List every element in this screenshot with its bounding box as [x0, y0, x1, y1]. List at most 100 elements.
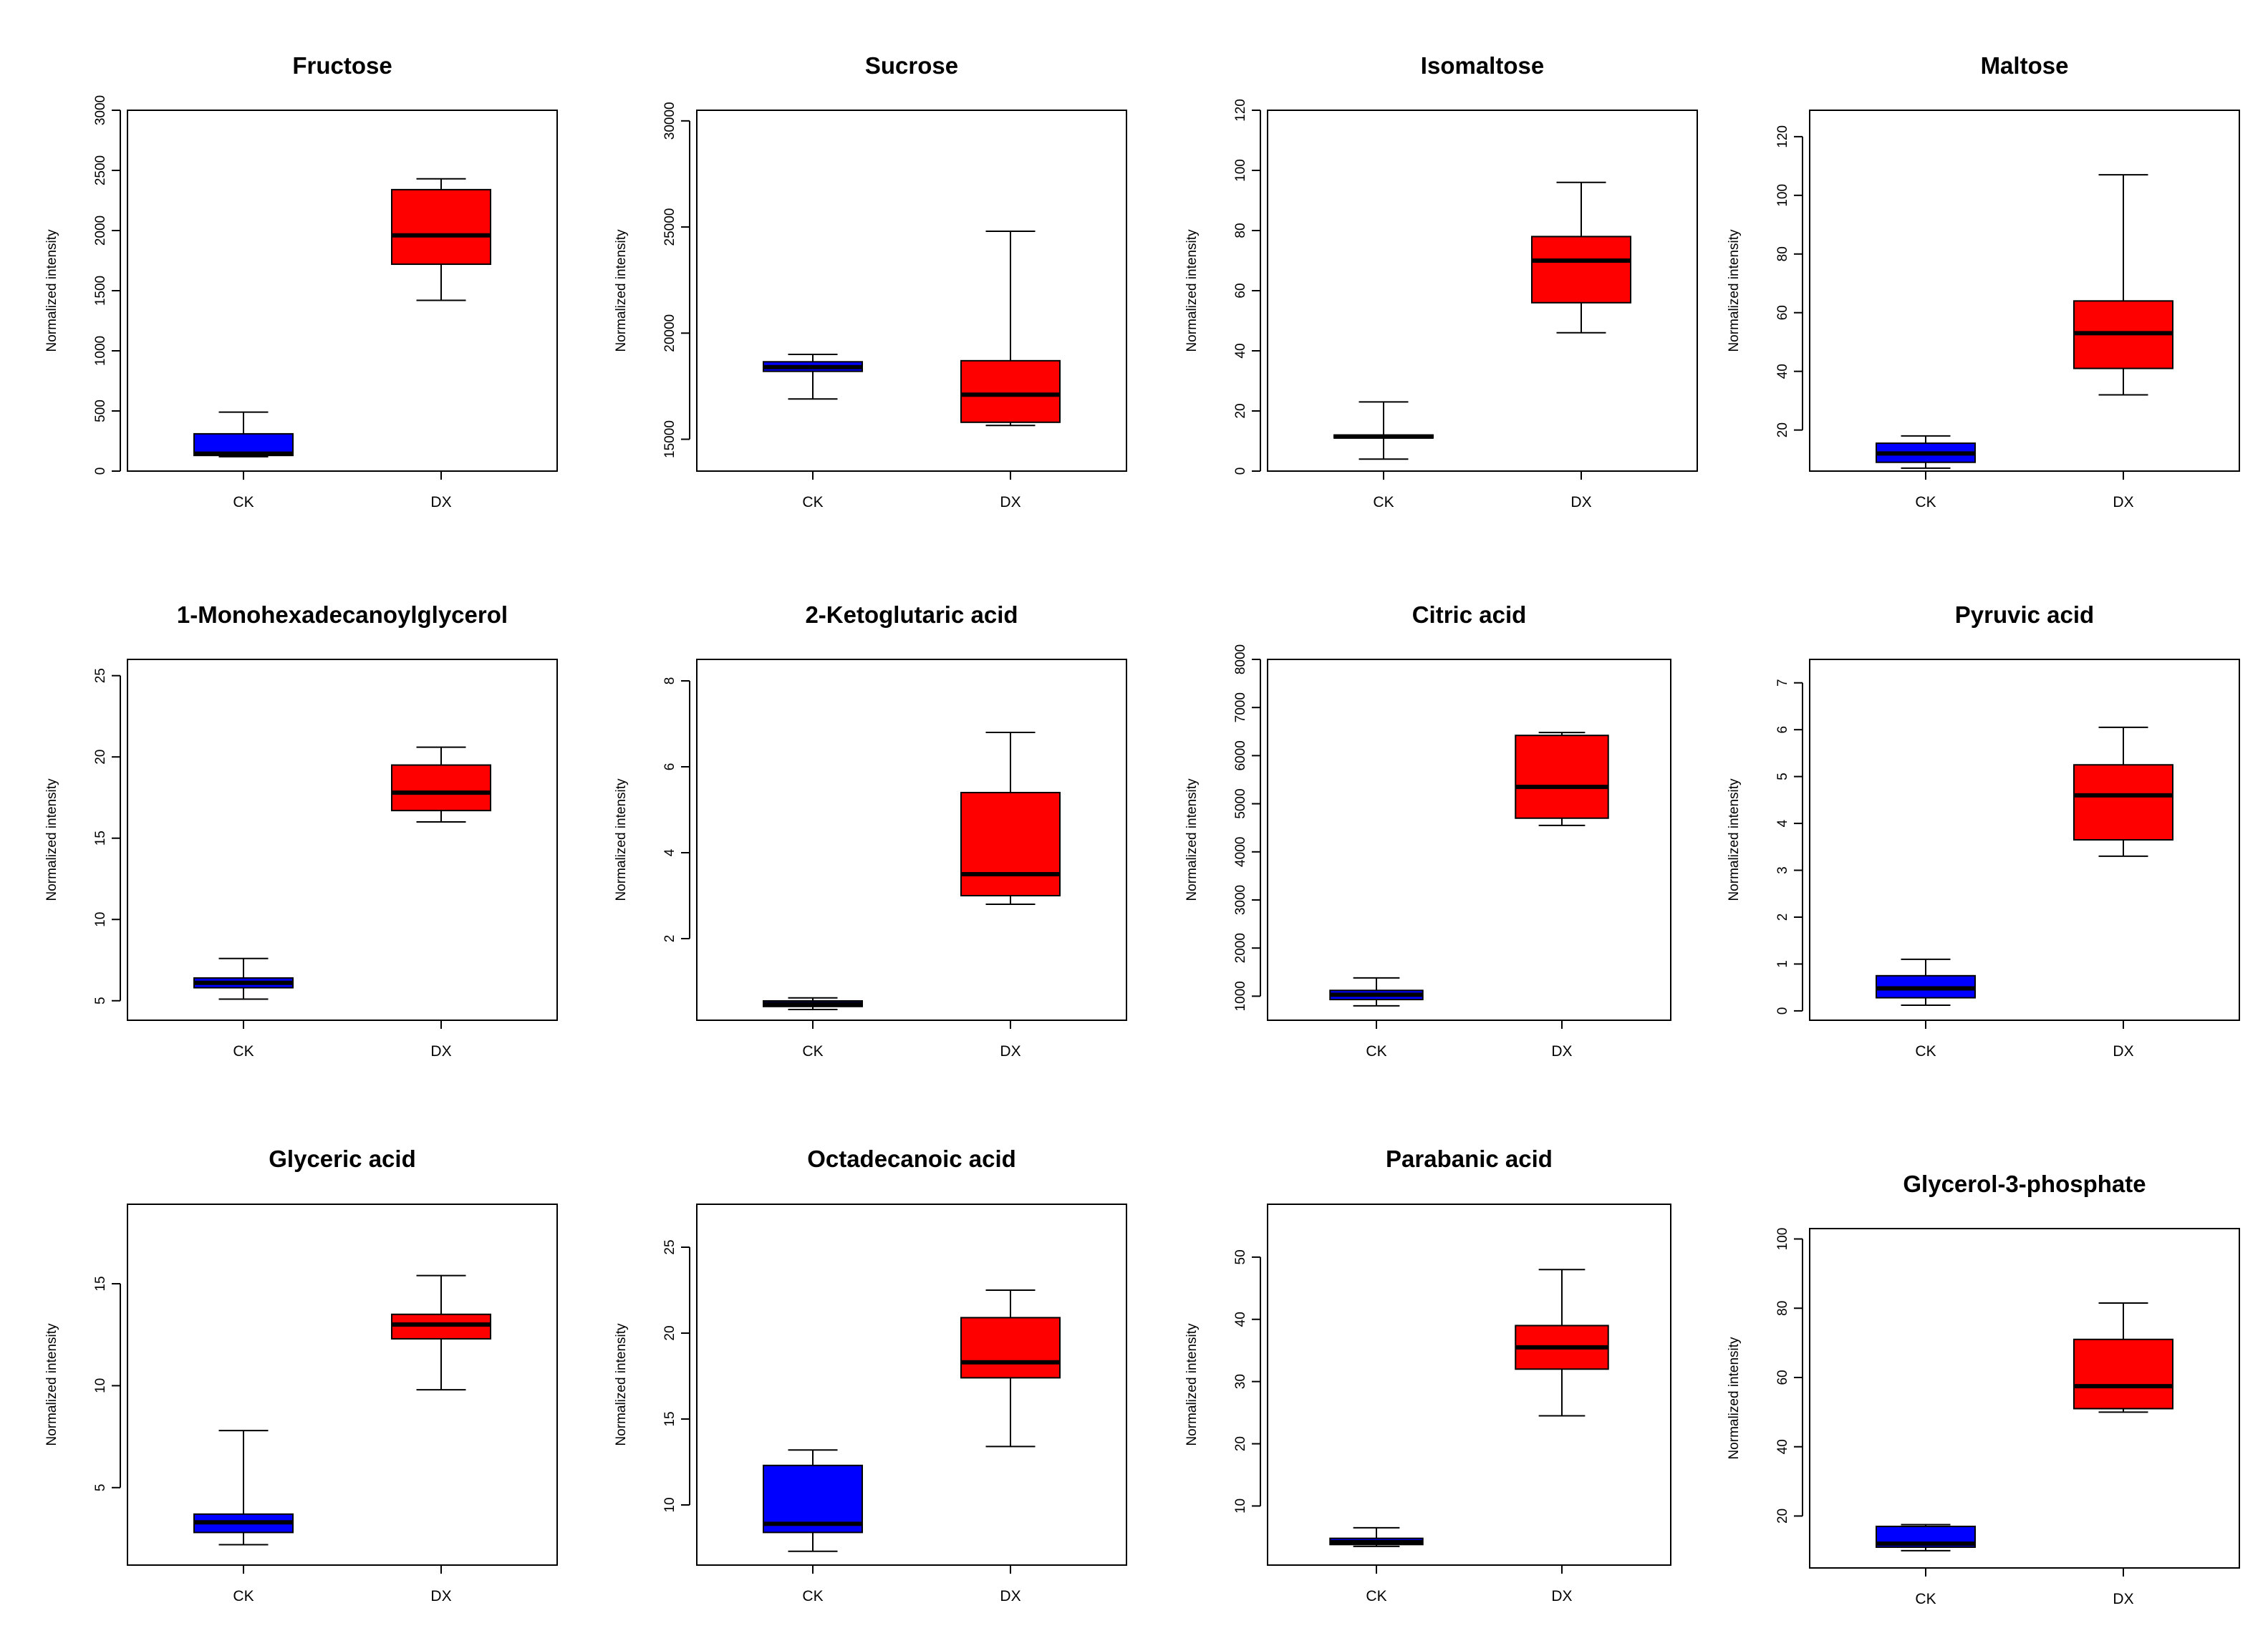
panel-title: Isomaltose	[1421, 52, 1544, 79]
y-tick-label: 20000	[662, 314, 677, 352]
y-tick-label: 25	[662, 1239, 677, 1254]
y-tick-label: 6	[662, 763, 677, 771]
box-ck	[193, 1430, 294, 1546]
panel-title: Glycerol-3-phosphate	[1903, 1171, 2146, 1197]
y-tick-label: 4	[1775, 819, 1790, 827]
box-dx	[2073, 726, 2173, 857]
iqr-box	[960, 359, 1061, 423]
box-ck	[193, 411, 294, 457]
y-tick-label: 60	[1775, 305, 1790, 320]
iqr-box	[2073, 764, 2173, 841]
plot-panel-12: Glycerol-3-phosphate 20 40 60 80 100 Normalize…	[1727, 1171, 2240, 1607]
plot-frame	[1809, 110, 2240, 472]
box-ck	[1329, 977, 1424, 1007]
y-tick-label: 2	[1775, 914, 1790, 921]
y-tick-label: 120	[1775, 125, 1790, 148]
y-tick-label: 6	[1775, 726, 1790, 734]
plot-frame	[127, 1204, 558, 1566]
y-axis-label: Normalized intensity	[614, 229, 629, 352]
y-tick-label: 20	[1775, 422, 1790, 437]
y-tick-label: 3000	[93, 95, 108, 125]
plot-frame	[1267, 110, 1698, 472]
y-tick-label: 1	[1775, 960, 1790, 968]
y-tick-label: 15	[93, 831, 108, 846]
y-tick-label: 100	[1233, 159, 1248, 182]
y-tick-label: 10	[662, 1497, 677, 1512]
plot-panel-3: Isomaltose 0 20 40 60 80 100 120 Normalized inte…	[1184, 52, 1698, 510]
x-category-label: DX	[2113, 494, 2133, 510]
y-tick-label: 100	[1775, 184, 1790, 207]
y-tick-label: 50	[1233, 1249, 1248, 1264]
plot-panel-7: Citric acid 1000 2000 3000 4000 5000 6000 7000 8…	[1184, 601, 1671, 1060]
x-category-label: DX	[430, 1588, 451, 1604]
y-tick-label: 80	[1233, 223, 1248, 238]
box-ck	[763, 997, 863, 1010]
plot-frame	[1267, 659, 1671, 1021]
iqr-box	[960, 1317, 1061, 1379]
y-tick-label: 2000	[1233, 933, 1248, 963]
y-tick-label: 2000	[93, 216, 108, 246]
box-ck	[1876, 435, 1976, 469]
plot-frame	[696, 110, 1127, 472]
x-category-label: CK	[1373, 494, 1394, 510]
x-category-label: CK	[1915, 494, 1936, 510]
y-tick-label: 20	[1775, 1509, 1790, 1524]
x-category-label: DX	[1000, 1588, 1020, 1604]
y-tick-label: 60	[1775, 1370, 1790, 1385]
plot-panel-1: Fructose 0 500 1000 1500 2000 2500 3000 Normaliz…	[44, 52, 558, 510]
y-tick-label: 7	[1775, 679, 1790, 687]
box-ck	[763, 1449, 863, 1552]
x-category-label: DX	[1000, 494, 1020, 510]
box-dx	[1515, 732, 1609, 826]
y-tick-label: 20	[662, 1325, 677, 1340]
y-axis-label: Normalized intensity	[1727, 778, 1742, 901]
y-tick-label: 5	[1775, 773, 1790, 780]
y-tick-label: 2500	[93, 155, 108, 185]
y-axis-label: Normalized intensity	[1184, 778, 1200, 901]
box-dx	[960, 1289, 1061, 1448]
x-category-label: CK	[233, 494, 254, 510]
y-tick-label: 0	[1775, 1007, 1790, 1015]
box-dx	[2073, 174, 2173, 396]
y-tick-label: 3000	[1233, 885, 1248, 915]
x-category-label: DX	[430, 494, 451, 510]
y-tick-label: 25000	[662, 208, 677, 246]
plot-panel-2: Sucrose 15000 20000 25000 30000 Normalized in…	[614, 52, 1127, 510]
plot-panel-4: Maltose 20 40 60 80 100 120 Normalized intensit…	[1727, 52, 2240, 510]
x-category-label: DX	[2113, 1591, 2133, 1607]
y-axis-label: Normalized intensity	[44, 229, 59, 352]
y-axis-label: Normalized intensity	[614, 1323, 629, 1446]
x-category-label: CK	[1366, 1588, 1386, 1604]
box-dx	[1531, 181, 1631, 334]
y-tick-label: 20	[93, 750, 108, 765]
y-tick-label: 30	[1233, 1374, 1248, 1389]
y-tick-label: 80	[1775, 1301, 1790, 1316]
x-category-label: DX	[430, 1043, 451, 1060]
y-tick-label: 40	[1775, 1439, 1790, 1454]
y-tick-label: 20	[1233, 1436, 1248, 1451]
box-dx	[1515, 1269, 1609, 1417]
plot-frame	[127, 659, 558, 1021]
panel-title: Glyceric acid	[269, 1146, 415, 1172]
x-category-label: CK	[1366, 1043, 1386, 1060]
y-tick-label: 0	[93, 468, 108, 475]
x-category-label: CK	[802, 494, 823, 510]
y-tick-label: 10	[1233, 1499, 1248, 1514]
y-axis-label: Normalized intensity	[44, 778, 59, 901]
box-dx	[960, 230, 1061, 427]
y-tick-label: 1000	[1233, 981, 1248, 1011]
y-tick-label: 15000	[662, 420, 677, 458]
iqr-box	[960, 792, 1061, 896]
box-ck	[1329, 1526, 1424, 1547]
y-axis-label: Normalized intensity	[1184, 229, 1200, 352]
y-tick-label: 5000	[1233, 788, 1248, 818]
y-tick-label: 30000	[662, 102, 677, 140]
x-category-label: CK	[802, 1588, 823, 1604]
x-category-label: CK	[233, 1043, 254, 1060]
x-category-label: CK	[802, 1043, 823, 1060]
y-tick-label: 2	[662, 935, 677, 943]
y-tick-label: 500	[93, 400, 108, 422]
y-tick-label: 0	[1233, 468, 1248, 475]
iqr-box	[1515, 735, 1609, 819]
